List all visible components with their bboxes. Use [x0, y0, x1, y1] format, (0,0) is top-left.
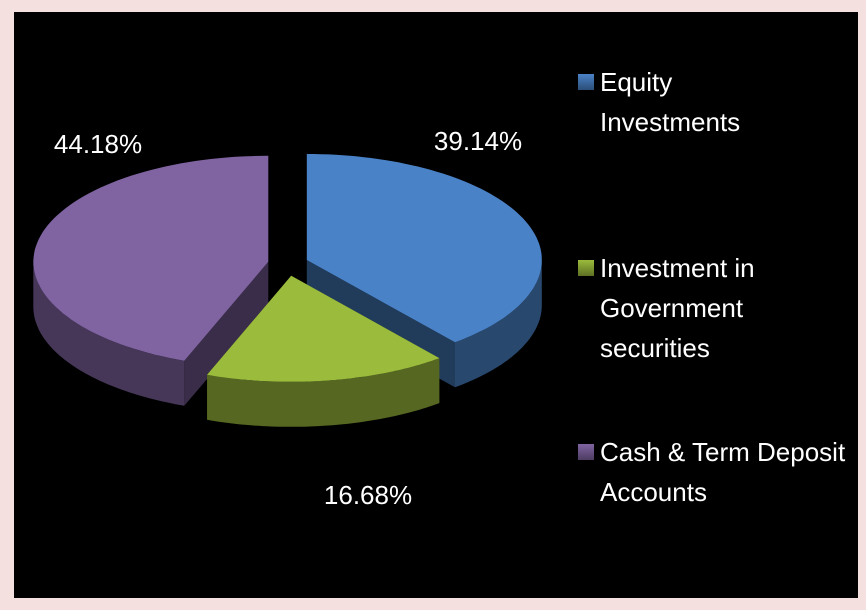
slice	[33, 155, 269, 361]
legend-label: Investment in Government securities	[600, 253, 755, 363]
slice-rim	[207, 358, 440, 427]
data-label: 39.14%	[434, 126, 522, 156]
legend-label: Equity Investments	[600, 67, 741, 137]
legend-label: Cash & Term Deposit Accounts	[600, 437, 846, 507]
legend-swatch	[578, 74, 594, 90]
legend-swatch	[578, 260, 594, 276]
slice	[207, 275, 440, 382]
data-label: 44.18%	[54, 129, 142, 159]
slice-rim	[455, 260, 542, 388]
slice	[306, 154, 542, 343]
slice-rim	[33, 261, 185, 406]
legend-swatch	[578, 444, 594, 460]
data-label: 16.68%	[324, 480, 412, 510]
slice-side	[184, 261, 269, 406]
